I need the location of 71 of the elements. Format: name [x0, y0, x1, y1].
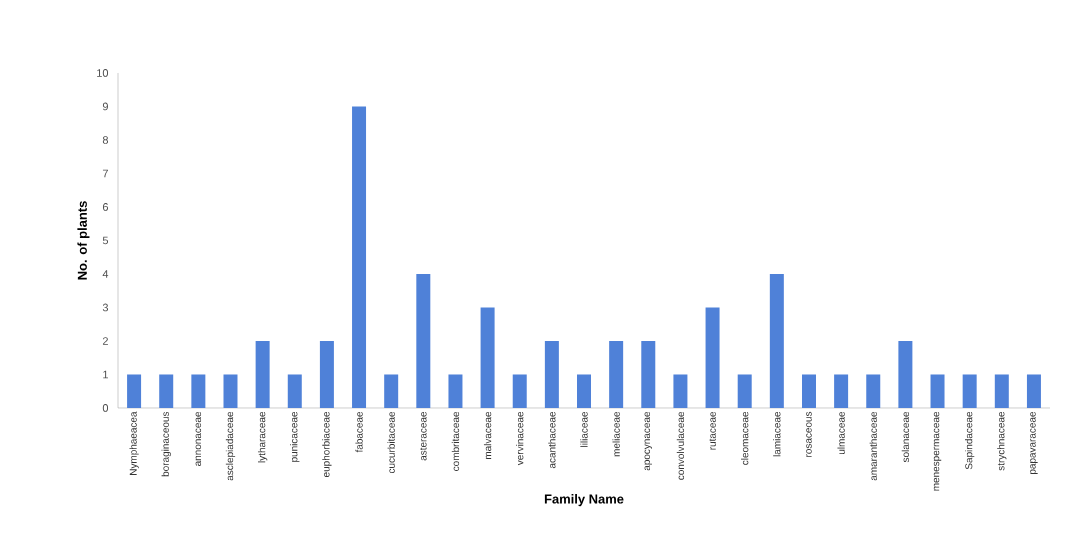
bar: [255, 340, 270, 408]
x-tick-label: asclepiadaceae: [225, 411, 236, 481]
x-tick-label: liliaceae: [580, 411, 588, 447]
y-tick-label: 5: [102, 236, 109, 245]
y-tick-label: 0: [102, 404, 109, 412]
x-tick-label: solanaceae: [901, 411, 910, 463]
x-tick-label: combritaceae: [451, 411, 460, 471]
x-tick-label: euphorbiaceae: [322, 411, 332, 477]
x-tick-label: acanthaceae: [548, 411, 556, 469]
x-axis-title: Family Name: [544, 494, 624, 507]
y-tick-label: 9: [102, 102, 108, 111]
bar: [769, 273, 784, 408]
bar: [512, 374, 527, 408]
x-tick-label: annonaceae: [195, 411, 202, 466]
x-tick-label: asteraceae: [420, 411, 427, 461]
bar: [223, 374, 238, 408]
bar: [480, 307, 495, 408]
x-tick-label: boraginaceous: [161, 411, 171, 477]
y-tick-label: 2: [102, 337, 108, 345]
x-tick-label: strychnaceae: [997, 411, 1007, 471]
x-tick-label: vervinaceae: [516, 411, 524, 466]
bar: [159, 374, 174, 408]
x-tick-label: rosaceous: [806, 411, 812, 457]
y-tick-label: 3: [102, 303, 108, 312]
bar: [673, 374, 688, 408]
bar: [705, 307, 720, 408]
y-tick-label: 6: [102, 203, 108, 211]
bar: [127, 374, 142, 408]
x-tick-label: cucurbitaceae: [387, 411, 395, 474]
bar: [609, 340, 624, 408]
x-tick-label: punicaceae: [290, 411, 300, 462]
bar: [577, 374, 592, 408]
x-tick-label: meliaceae: [612, 411, 620, 457]
x-tick-label: cleomaceae: [741, 411, 749, 465]
bar: [384, 374, 399, 408]
x-tick-label: lamiaceae: [773, 411, 781, 457]
bar: [352, 106, 367, 408]
bar: [898, 340, 913, 408]
bar: [544, 340, 559, 408]
bar: [1026, 374, 1041, 408]
bar: [448, 374, 463, 408]
bar: [737, 374, 752, 408]
x-tick-label: amaranthaceae: [869, 411, 877, 481]
y-tick-label: 8: [102, 136, 108, 144]
x-tick-label: convolvulaceae: [676, 411, 685, 480]
bar: [834, 374, 849, 408]
y-tick-label: 7: [102, 169, 108, 178]
x-tick-label: malvaceae: [483, 411, 492, 460]
y-tick-label: 1: [103, 370, 108, 379]
bar: [962, 374, 977, 408]
x-tick-label: papavaraceae: [1030, 411, 1038, 475]
x-tick-label: menespermaceae: [933, 411, 942, 491]
bar: [801, 374, 816, 408]
bar: [641, 340, 656, 408]
y-tick-label: 4: [102, 270, 109, 278]
bar: [319, 340, 334, 408]
x-tick-label: apocynaceae: [644, 411, 652, 471]
bar: [994, 374, 1009, 408]
x-tick-label: rutaceae: [709, 411, 716, 450]
x-tick-label: Sapindaceae: [965, 411, 975, 470]
x-tick-label: Nymphaeacea: [129, 411, 139, 475]
y-tick-label: 10: [97, 69, 109, 77]
bar: [416, 273, 431, 408]
bar: [866, 374, 881, 408]
bar: [287, 374, 302, 408]
y-axis-title: No. of plants: [77, 201, 90, 280]
bar: [930, 374, 945, 408]
x-tick-label: lytharaceae: [257, 411, 268, 463]
x-tick-label: fabaceae: [355, 411, 363, 453]
x-tick-label: ulmaceae: [837, 411, 845, 455]
bar: [191, 374, 206, 408]
